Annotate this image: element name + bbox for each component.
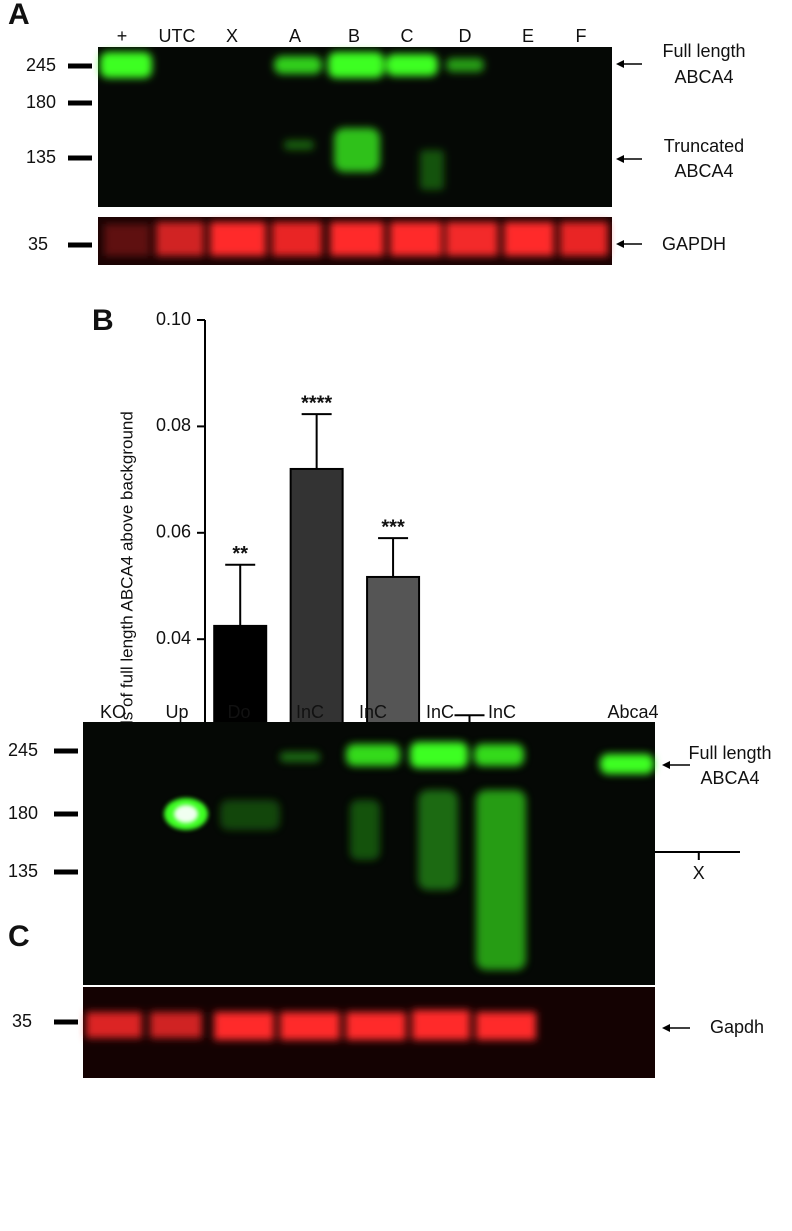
band-annotation: ABCA4 [674,161,733,181]
mw-marker: 35 [12,1011,32,1031]
error-bar [301,413,332,469]
mw-marker: 35 [28,234,48,254]
mw-marker: 180 [8,803,38,823]
significance-label: **** [301,392,332,414]
y-tick-label: 0.04 [156,628,191,648]
lane-label: D [459,26,472,46]
band-annotation: ABCA4 [674,67,733,87]
mw-marker: 135 [8,861,38,881]
band-annotation: GAPDH [662,234,726,254]
lane-label: InC [426,702,454,722]
lane-label: X [226,26,238,46]
band-annotation: Gapdh [710,1017,764,1037]
y-tick-label: 0.10 [156,309,191,329]
lane-label: Up [165,702,188,722]
mw-marker: 245 [8,740,38,760]
y-axis-label: Levels of full length ABCA4 above backgr… [117,411,136,761]
lane-label: InC [296,702,324,722]
lane-label: B [348,26,360,46]
mw-marker: 135 [26,147,56,167]
band-annotation: Full length [688,743,771,763]
band-annotation: Truncated [664,136,744,156]
x-tick-label: X [693,863,705,883]
lane-label: C [401,26,414,46]
significance-label: *** [381,516,405,538]
y-tick-label: 0.08 [156,415,191,435]
lane-label: UTC [159,26,196,46]
lane-label: Abca4 [607,702,658,722]
blot-a: + UTC X A B C D E F 245 180 135 35 Full length A… [26,26,746,265]
mw-marker: 245 [26,55,56,75]
mw-marker: 180 [26,92,56,112]
error-bar [225,563,256,626]
blot-c: KO Up Do InC InC InC InC Abca4 245 180 135 35 F… [8,702,772,1078]
lane-label: + [117,26,128,46]
lane-label: F [576,26,587,46]
y-tick-label: 0.06 [156,522,191,542]
lane-label: A [289,26,301,46]
lane-label: E [522,26,534,46]
panel-label: C [8,920,30,953]
error-bar [378,537,409,577]
lane-label: KO [100,702,126,722]
band-annotation: ABCA4 [700,768,759,788]
significance-label: ** [232,543,248,565]
panel-label: A [8,0,30,31]
band-annotation: Full length [662,41,745,61]
panel-label: B [92,304,114,337]
lane-label: InC [488,702,516,722]
lane-label: Do [227,702,250,722]
lane-label: InC [359,702,387,722]
